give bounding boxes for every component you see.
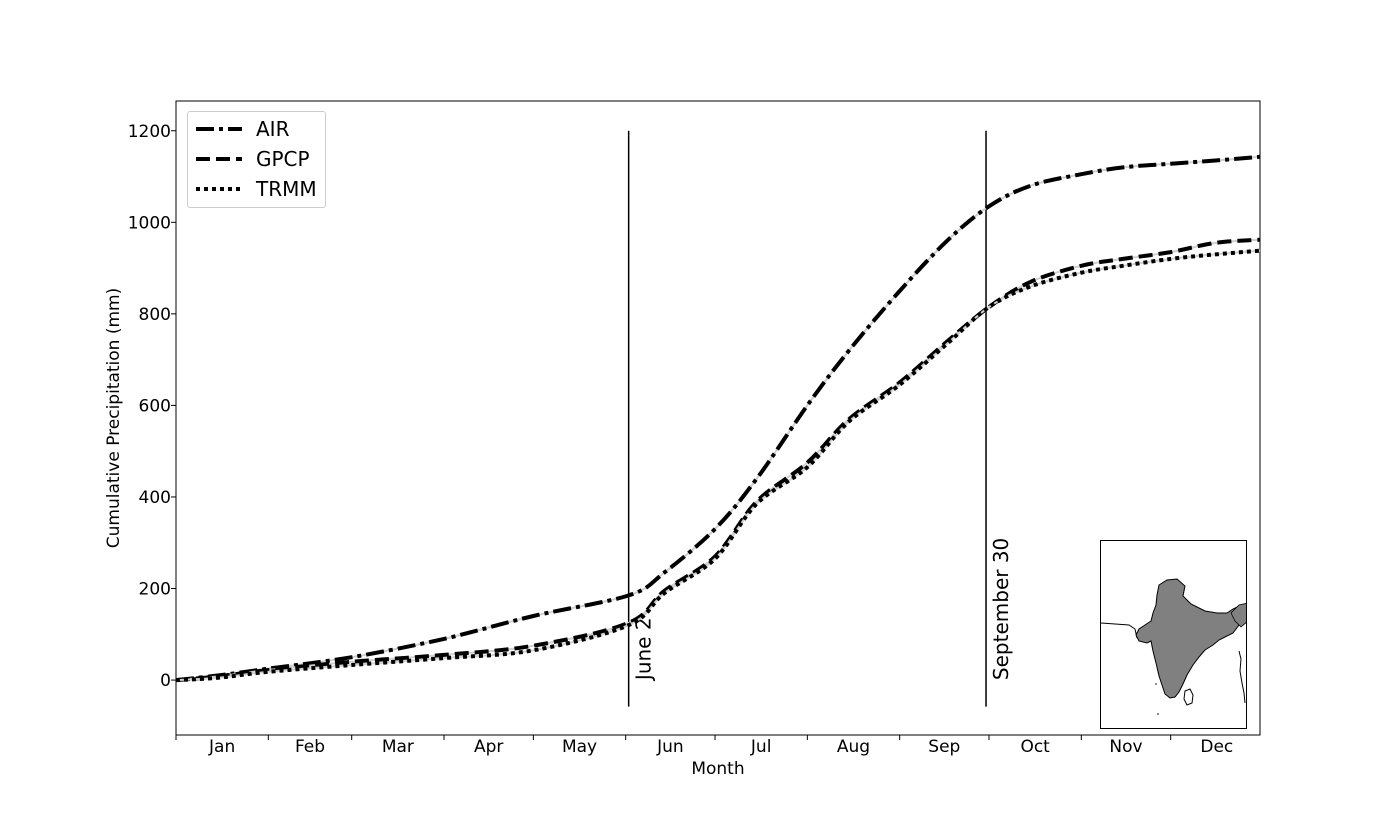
x-tick-label: Feb [295, 737, 325, 757]
x-tick-label: May [562, 737, 597, 757]
legend-swatch-dashdot [196, 127, 242, 131]
y-tick-label: 600 [139, 396, 171, 416]
coastline-west [1101, 622, 1138, 639]
x-tick-label: Mar [382, 737, 414, 757]
legend-swatch-dotted [196, 187, 242, 191]
legend-label-gpcp: GPCP [256, 147, 310, 171]
x-tick-label: Apr [474, 737, 503, 757]
x-tick-label: Jan [208, 737, 235, 757]
y-tick-label: 1200 [128, 122, 171, 142]
sri-lanka [1183, 688, 1194, 706]
y-tick-label: 1000 [128, 213, 171, 233]
y-tick-label: 400 [139, 488, 171, 508]
northeast-land [1230, 603, 1246, 628]
x-tick-label: Dec [1200, 737, 1233, 757]
x-tick-label: Nov [1109, 737, 1142, 757]
legend: AIR GPCP TRMM [187, 111, 326, 208]
x-tick-label: Aug [837, 737, 870, 757]
india-land [1135, 578, 1246, 699]
series-lines [175, 154, 1261, 683]
reference-line-label: June 2 [632, 617, 656, 682]
x-tick-label: Oct [1020, 737, 1050, 757]
india-map-image [1101, 578, 1246, 715]
legend-item-air: AIR [196, 116, 289, 142]
y-axis-label: Cumulative Precipitation (mm) [104, 288, 124, 548]
series-air-shadow-line [175, 155, 1261, 682]
lakshadweep-dot [1155, 683, 1157, 685]
legend-label-trmm: TRMM [256, 177, 317, 201]
legend-label-air: AIR [256, 117, 290, 141]
legend-item-trmm: TRMM [196, 176, 317, 202]
india-inset-map [1100, 540, 1247, 729]
y-tick-label: 0 [160, 671, 171, 691]
reference-lines: June 2 September 30 [627, 130, 1013, 707]
series-air-line [175, 154, 1261, 683]
x-tick-label: Sep [928, 737, 960, 757]
legend-swatch-dashed [196, 157, 242, 161]
x-tick-label: Jul [750, 737, 772, 757]
x-axis-label: Month [691, 759, 744, 779]
legend-item-gpcp: GPCP [196, 146, 310, 172]
reference-line-label: September 30 [989, 538, 1013, 680]
x-tick-label: Jun [656, 737, 684, 757]
series-trmm-line [175, 248, 1261, 683]
series-gpcp-line [175, 237, 1261, 683]
plot-frame [175, 100, 1261, 736]
y-tick-label: 200 [139, 580, 171, 600]
y-axis: 0 200 400 600 800 1000 1200 [128, 122, 176, 691]
andaman-islands [1238, 650, 1246, 704]
series-trmm-shadow-line [175, 249, 1261, 682]
series-gpcp-shadow-line [175, 238, 1261, 682]
x-axis: Jan Feb Mar Apr May Jun Jul Aug Sep Oct Nov Dec [175, 735, 1233, 757]
maldives-dot [1157, 713, 1159, 715]
y-tick-label: 800 [139, 305, 171, 325]
